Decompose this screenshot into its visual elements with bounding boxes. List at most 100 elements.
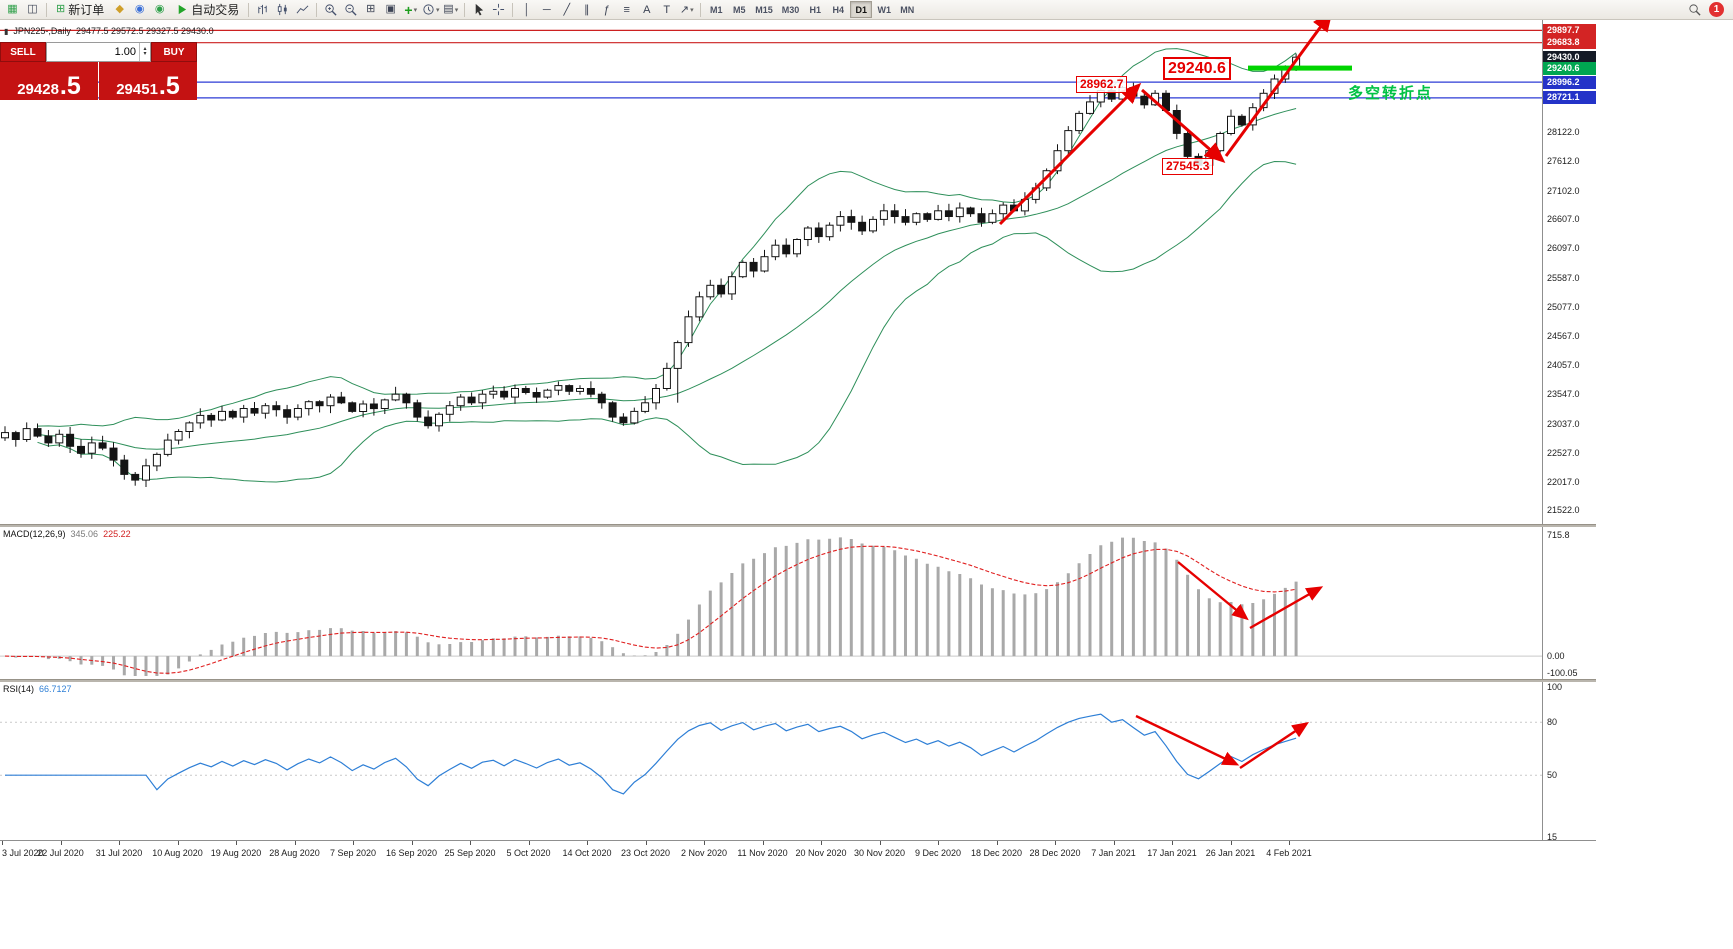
volume-spinner[interactable]: ▴ ▾	[139, 43, 150, 61]
line-chart-icon[interactable]	[293, 1, 312, 19]
timeframe-h4[interactable]: H4	[832, 4, 845, 15]
date-tick	[411, 841, 413, 845]
channel-icon[interactable]: ∥	[584, 4, 590, 16]
date-label: 7 Sep 2020	[329, 848, 377, 858]
date-label: 9 Dec 2020	[914, 848, 962, 858]
periods-button[interactable]: ▾	[421, 1, 440, 19]
date-tick	[528, 841, 530, 845]
timeframe-w1[interactable]: W1	[877, 4, 892, 15]
fibonacci-icon[interactable]: ƒ	[603, 3, 610, 16]
price-tag: 28996.2	[1543, 75, 1596, 89]
macd-axis[interactable]: 715.8 0.00 -100.05	[1542, 527, 1596, 679]
date-tick	[1172, 841, 1173, 845]
date-tick	[996, 841, 998, 845]
axis-label: 22527.0	[1547, 447, 1580, 458]
date-tick	[236, 841, 237, 845]
buy-button[interactable]: BUY	[151, 42, 197, 62]
axis-label: -100.05	[1547, 668, 1578, 678]
panel-splitter[interactable]	[0, 524, 1596, 527]
arrows-icon[interactable]: ↗ ▾	[679, 4, 694, 16]
toolbar-separator	[46, 2, 47, 17]
axis-label: 15	[1547, 832, 1558, 842]
label-icon[interactable]: T	[663, 3, 671, 16]
cascade-windows-icon[interactable]: ▣	[385, 3, 396, 15]
profiles-icon[interactable]: ◫	[27, 3, 38, 15]
sell-button[interactable]: SELL	[0, 42, 46, 62]
search-icon[interactable]	[1685, 1, 1704, 19]
price-chart-area[interactable]	[0, 20, 1542, 524]
zoom-in-icon[interactable]	[321, 1, 340, 19]
market-icon[interactable]: ◉	[154, 3, 165, 15]
date-tick	[60, 841, 62, 845]
axis-label: 26097.0	[1547, 243, 1580, 254]
trendline-icon[interactable]: ╱	[563, 4, 571, 16]
crosshair-icon[interactable]	[489, 1, 508, 19]
sell-price[interactable]: 29428.5	[0, 62, 98, 100]
rsi-panel[interactable]: RSI(14) 66.7127 100 80 50 15	[0, 682, 1596, 842]
chevron-down-icon: ▾	[435, 6, 440, 14]
macd-chart-area[interactable]	[0, 527, 1542, 679]
vertical-line-icon[interactable]: │	[523, 3, 531, 16]
date-label: 11 Nov 2020	[737, 848, 788, 858]
date-label: 22 Jul 2020	[37, 848, 84, 858]
text-icon[interactable]: A	[643, 3, 651, 16]
timeframe-mn[interactable]: MN	[900, 4, 915, 15]
timeframe-m1[interactable]: M1	[709, 4, 723, 15]
price-tag: 29897.7	[1543, 23, 1596, 37]
price-axis[interactable]: 28122.0 27612.0 27102.0 26607.0 26097.0 25587…	[1542, 20, 1596, 524]
rsi-chart-area[interactable]	[0, 682, 1542, 840]
indicators-button[interactable]: + ▾	[401, 1, 420, 19]
axis-label: 21522.0	[1547, 505, 1580, 516]
templates-button[interactable]: ▤ ▾	[441, 1, 460, 19]
timeframe-d1[interactable]: D1	[850, 1, 873, 18]
autotrading-button[interactable]: 自动交易	[170, 1, 244, 19]
date-tick	[2, 841, 3, 845]
timeframe-h1[interactable]: H1	[809, 4, 822, 15]
cursor-icon[interactable]	[469, 1, 488, 19]
date-label: 30 Nov 2020	[853, 848, 906, 858]
date-tick	[353, 841, 354, 845]
price-tag: 29430.0	[1543, 50, 1596, 64]
zoom-out-icon[interactable]	[341, 1, 360, 19]
price-tag: 28721.1	[1543, 91, 1596, 105]
axis-label: 27102.0	[1547, 185, 1580, 196]
candlestick-chart-icon[interactable]	[273, 1, 292, 19]
date-tick	[762, 841, 764, 845]
price-panel[interactable]: ▮ JPN225-,Daily 29477.5 29572.5 29327.5 …	[0, 20, 1596, 524]
timeframe-m5[interactable]: M5	[732, 4, 746, 15]
chart-window-icon[interactable]: ▦	[7, 3, 18, 15]
axis-label: 26607.0	[1547, 214, 1580, 224]
symbol-name: JPN225-,Daily	[13, 26, 71, 36]
volume-input[interactable]: 1.00 ▴ ▾	[46, 42, 151, 62]
axis-label: 24567.0	[1547, 330, 1580, 341]
rsi-axis[interactable]: 100 80 50 15	[1542, 682, 1596, 842]
main-toolbar: ▦ ◫ ⊞ 新订单 ◆ ◉ ◉ 自动交易 ⊞ ▣ + ▾ ▾ ▤ ▾ │ ─ ╱ ∥ …	[0, 0, 1733, 20]
date-label: 5 Oct 2020	[506, 848, 551, 858]
date-label: 26 Jan 2021	[1205, 848, 1256, 858]
timeframe-m15[interactable]: M15	[755, 4, 773, 15]
date-tick	[645, 841, 647, 845]
tile-windows-icon[interactable]: ⊞	[366, 3, 376, 15]
buy-price[interactable]: 29451.5	[99, 62, 197, 100]
play-icon	[178, 4, 187, 15]
horizontal-line-icon[interactable]: ─	[542, 3, 551, 16]
price-tag: 29683.8	[1543, 36, 1596, 50]
macd-panel[interactable]: MACD(12,26,9) 345.06 225.22 715.8 0.00 -10…	[0, 527, 1596, 679]
community-icon[interactable]: ◉	[134, 3, 145, 15]
macd-label: MACD(12,26,9) 345.06 225.22	[3, 529, 131, 539]
panel-splitter[interactable]	[0, 679, 1596, 682]
rsi-label: RSI(14) 66.7127	[3, 684, 72, 694]
shapes-icon[interactable]: ≡	[623, 3, 630, 16]
metaeditor-icon[interactable]: ◆	[115, 3, 124, 15]
timeframe-m30[interactable]: M30	[781, 4, 800, 15]
toolbar-separator	[464, 2, 466, 17]
axis-label: 80	[1547, 717, 1558, 728]
date-axis[interactable]: 3 Jul 2020 22 Jul 2020 31 Jul 2020 10 Aug 2…	[0, 840, 1596, 863]
spinner-down-icon[interactable]: ▾	[143, 51, 147, 57]
date-tick	[938, 841, 939, 845]
date-tick	[821, 841, 822, 845]
new-order-button[interactable]: ⊞ 新订单	[51, 1, 109, 19]
spinner-up-icon[interactable]: ▴	[143, 46, 147, 52]
notification-badge[interactable]: 1	[1709, 2, 1724, 17]
bar-chart-icon[interactable]	[253, 1, 272, 19]
